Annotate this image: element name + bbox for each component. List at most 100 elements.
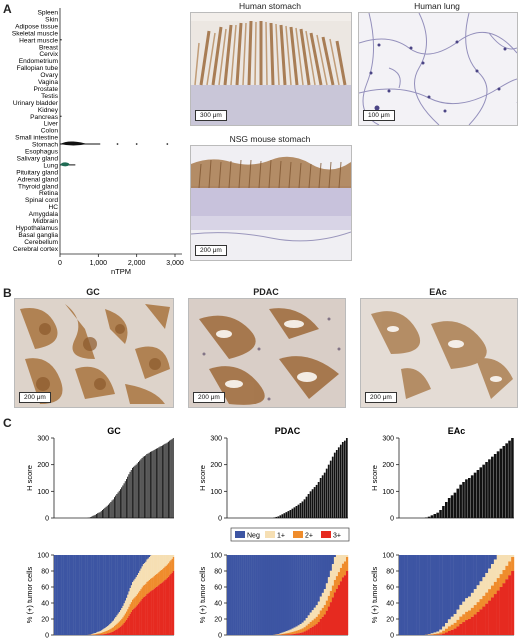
- h-score-bar: [450, 495, 454, 518]
- h-score-tick-label: 100: [382, 489, 394, 496]
- percent-stack-segment: [129, 613, 131, 635]
- percent-stack-segment: [315, 624, 318, 635]
- percent-stack-segment: [99, 631, 101, 634]
- percent-stack-segment: [499, 555, 503, 575]
- percent-stack-segment: [99, 555, 101, 632]
- tissue-label: Small intestine: [15, 135, 58, 142]
- percent-stack-segment: [493, 581, 497, 595]
- percent-stack-segment: [141, 555, 143, 567]
- percent-stack-segment: [333, 592, 337, 635]
- percent-stack-segment: [94, 632, 97, 635]
- percent-stack-segment: [168, 555, 170, 564]
- percent-stack-segment: [93, 555, 95, 634]
- percent-stack-segment: [247, 555, 250, 635]
- percent-stack-segment: [323, 614, 327, 635]
- percent-stack-segment: [493, 559, 497, 582]
- percent-stack-segment: [158, 572, 160, 586]
- percent-stack-segment: [319, 596, 322, 611]
- percent-stack-segment: [341, 563, 345, 578]
- percent-stack-segment: [156, 586, 158, 635]
- h-score-bar: [465, 479, 468, 518]
- h-score-bar: [92, 515, 94, 518]
- h-score-bar: [159, 446, 161, 518]
- percent-stack-segment: [108, 630, 110, 634]
- h-score-bar: [281, 514, 284, 518]
- percent-stack-segment: [456, 609, 460, 620]
- h-score-bar: [289, 510, 292, 518]
- percent-stack-segment: [511, 555, 515, 557]
- percent-stack-segment: [311, 555, 314, 611]
- percent-stack-segment: [333, 557, 337, 580]
- percent-stack-segment: [146, 559, 148, 582]
- percent-stack-segment: [123, 615, 125, 623]
- percent-stack-segment: [470, 616, 474, 635]
- tissue-label: Endometrium: [19, 58, 59, 65]
- h-score-bar: [291, 508, 294, 518]
- percent-stack-segment: [422, 555, 426, 635]
- h-score-chart-title: EAc: [448, 426, 466, 436]
- h-score-chart-title: GC: [107, 426, 121, 436]
- legend-box: [230, 527, 350, 542]
- h-score-bar: [470, 475, 474, 518]
- percent-stack-segment: [289, 555, 292, 630]
- percent-stack-segment: [105, 555, 107, 628]
- percent-stack-segment: [157, 586, 159, 635]
- percent-stack-segment: [114, 618, 116, 626]
- percent-stack-segment: [319, 610, 322, 619]
- percent-stack-segment: [123, 622, 125, 635]
- percent-stack-segment: [170, 560, 172, 574]
- percent-stack-segment: [468, 555, 472, 597]
- percent-stack-segment: [459, 604, 463, 617]
- percent-stack-segment: [442, 633, 446, 635]
- percent-stack-segment: [285, 633, 288, 635]
- percent-stack-segment: [134, 607, 136, 635]
- percent-stack-segment: [470, 555, 474, 593]
- percent-stack-segment: [331, 555, 335, 565]
- percent-stack-segment: [92, 634, 94, 635]
- percent-stack-segment: [93, 633, 95, 635]
- h-score-bar: [100, 511, 102, 518]
- percent-stack-segment: [56, 555, 58, 635]
- percent-stack-segment: [439, 632, 443, 635]
- outlier-point: [166, 143, 169, 145]
- percent-stack-segment: [491, 597, 495, 635]
- percent-stack-segment: [140, 555, 142, 569]
- percent-stack-segment: [279, 634, 282, 635]
- percent-stack-segment: [171, 572, 173, 635]
- percent-stack-segment: [281, 632, 284, 634]
- h-score-bar: [505, 443, 508, 518]
- percent-stack-segment: [135, 577, 137, 596]
- percent-stack-segment: [313, 618, 316, 626]
- h-score-bar: [158, 447, 160, 518]
- h-score-bar: [502, 446, 506, 518]
- h-score-bar: [301, 501, 304, 518]
- mouse-stomach-texture: [191, 146, 351, 260]
- h-score-bar: [283, 513, 286, 518]
- percent-stack-segment: [339, 567, 343, 582]
- percent-stack-segment: [114, 625, 116, 631]
- percent-stack-segment: [465, 611, 469, 621]
- percent-stack-segment: [117, 613, 119, 623]
- percent-tick-label: 60: [41, 585, 49, 592]
- percent-stack-segment: [442, 630, 446, 634]
- percent-stack-segment: [126, 555, 128, 598]
- percent-stack-segment: [73, 555, 75, 635]
- h-score-tick-label: 0: [45, 516, 49, 523]
- percent-stack-segment: [488, 568, 492, 590]
- percent-stack-segment: [488, 589, 492, 601]
- h-score-bar: [135, 464, 137, 518]
- percent-stack-segment: [170, 555, 172, 561]
- percent-stack-segment: [124, 613, 127, 622]
- percent-stack-segment: [159, 570, 161, 584]
- percent-stack-segment: [399, 555, 403, 635]
- percent-stack-segment: [128, 591, 130, 607]
- percent-stack-segment: [153, 555, 155, 577]
- percent-stack-segment: [100, 630, 103, 633]
- percent-stack-segment: [133, 598, 135, 609]
- percent-stack-segment: [62, 555, 64, 635]
- legend-swatch: [293, 531, 303, 538]
- percent-stack-segment: [427, 555, 431, 635]
- percent-stack-segment: [158, 585, 160, 635]
- h-score-bar: [96, 514, 97, 518]
- percent-stack-segment: [303, 627, 306, 632]
